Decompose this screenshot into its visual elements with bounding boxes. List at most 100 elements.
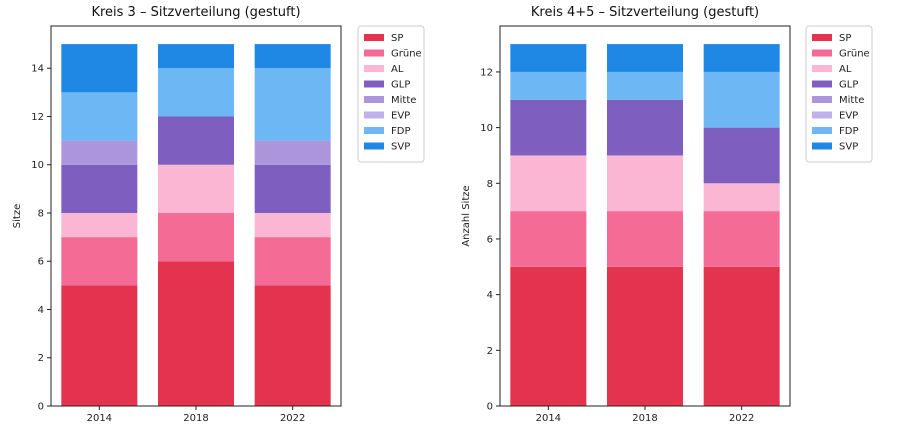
legend-swatch-mitte xyxy=(364,96,384,103)
y-tick-label: 0 xyxy=(487,402,493,413)
bar-segment-sp-2018 xyxy=(158,261,234,406)
legend-label-gruene: Grüne xyxy=(391,49,422,60)
bar-segment-svp-2014 xyxy=(61,44,138,93)
y-tick-label: 10 xyxy=(31,160,44,171)
legend: SP Grüne AL GLP Mitte EVP FDP SVP xyxy=(357,25,425,163)
y-tick-label: 14 xyxy=(31,64,44,75)
bar-segment-fdp-2022 xyxy=(254,68,331,141)
legend-swatch-gruene xyxy=(812,49,832,57)
bar-segment-svp-2022 xyxy=(703,44,780,72)
bar-segment-fdp-2014 xyxy=(61,92,138,141)
bar-segment-glp-2022 xyxy=(703,127,780,184)
chart-kreis-3: Kreis 3 – Sitzverteilung (gestuft) Sitze 2… xyxy=(12,5,425,424)
bar-segment-mitte-2014 xyxy=(61,140,138,165)
bar-segment-gruene-2018 xyxy=(158,212,234,262)
x-tick-label: 2022 xyxy=(280,413,305,424)
y-tick-label: 2 xyxy=(38,353,44,364)
legend-swatch-al xyxy=(364,65,384,72)
legend-swatch-fdp xyxy=(364,127,384,134)
bar-segment-svp-2018 xyxy=(158,44,234,69)
y-tick-label: 6 xyxy=(38,257,44,268)
bar-segment-al-2018 xyxy=(607,155,683,212)
legend-label-evp: EVP xyxy=(391,111,410,122)
x-tick-label: 2014 xyxy=(536,413,561,424)
legend-label-glp: GLP xyxy=(391,80,410,91)
bar-segment-glp-2022 xyxy=(254,164,331,213)
y-tick-label: 10 xyxy=(480,123,493,134)
plot-frame xyxy=(499,25,791,407)
legend-label-mitte: Mitte xyxy=(391,95,416,106)
bar-segment-mitte-2022 xyxy=(254,140,331,165)
legend-label-evp: EVP xyxy=(839,111,858,122)
bar-segment-sp-2018 xyxy=(607,266,683,406)
legend-label-svp: SVP xyxy=(391,142,410,153)
bar-segment-svp-2018 xyxy=(607,44,683,72)
legend-label-fdp: FDP xyxy=(391,126,410,137)
bar-segment-fdp-2014 xyxy=(510,71,587,100)
y-tick-label: 6 xyxy=(487,234,493,245)
bar-segment-sp-2022 xyxy=(703,266,780,406)
legend-swatch-sp xyxy=(364,34,384,41)
bar-segment-sp-2014 xyxy=(61,285,138,406)
y-tick-label: 8 xyxy=(38,208,44,219)
bar-segment-fdp-2022 xyxy=(703,71,780,128)
x-tick-label: 2018 xyxy=(632,413,657,424)
legend-label-svp: SVP xyxy=(839,142,858,153)
bar-segment-gruene-2018 xyxy=(607,211,683,267)
bar-segment-gruene-2014 xyxy=(510,211,587,267)
x-tick-label: 2018 xyxy=(183,413,208,424)
bar-segment-svp-2014 xyxy=(510,44,587,72)
x-tick-label: 2014 xyxy=(87,413,112,424)
bar-segment-gruene-2014 xyxy=(61,237,138,286)
legend-label-al: AL xyxy=(839,64,852,75)
legend-swatch-fdp xyxy=(812,127,832,134)
legend-label-sp: SP xyxy=(839,33,851,44)
y-tick-label: 0 xyxy=(38,402,44,413)
bar-segment-sp-2022 xyxy=(254,285,331,406)
y-tick-label: 4 xyxy=(487,290,493,301)
x-tick-label: 2022 xyxy=(729,413,754,424)
y-tick-label: 12 xyxy=(31,112,44,123)
legend-label-mitte: Mitte xyxy=(839,95,864,106)
y-tick-label: 12 xyxy=(480,67,493,78)
legend-swatch-sp xyxy=(812,34,832,41)
bar-segment-gruene-2022 xyxy=(254,237,331,286)
legend-swatch-glp xyxy=(364,80,384,88)
y-tick-label: 4 xyxy=(38,305,44,316)
bar-segment-sp-2014 xyxy=(510,266,587,406)
bar-segment-al-2022 xyxy=(254,212,331,238)
bar-segment-al-2014 xyxy=(61,212,138,238)
chart-title: Kreis 3 – Sitzverteilung (gestuft) xyxy=(91,5,300,20)
legend-label-glp: GLP xyxy=(839,80,858,91)
y-axis-label: Anzahl Sitze xyxy=(461,185,472,246)
bar-segment-glp-2018 xyxy=(607,99,683,156)
chart-title: Kreis 4+5 – Sitzverteilung (gestuft) xyxy=(531,5,759,20)
y-tick-label: 8 xyxy=(487,179,493,190)
y-axis-label: Sitze xyxy=(12,204,23,228)
legend-swatch-svp xyxy=(812,142,832,150)
bar-segment-glp-2018 xyxy=(158,116,234,165)
legend-label-sp: SP xyxy=(391,33,403,44)
legend-swatch-svp xyxy=(364,142,384,150)
legend-swatch-gruene xyxy=(364,49,384,57)
bar-segment-glp-2014 xyxy=(61,164,138,213)
chart-kreis-4-5: Kreis 4+5 – Sitzverteilung (gestuft) Anza… xyxy=(461,5,873,424)
legend: SP Grüne AL GLP Mitte EVP FDP SVP xyxy=(805,25,873,163)
legend-label-fdp: FDP xyxy=(839,126,858,137)
y-tick-label: 2 xyxy=(487,346,493,357)
bar-segment-al-2022 xyxy=(703,183,780,212)
bar-segment-fdp-2018 xyxy=(158,68,234,117)
bar-segment-fdp-2018 xyxy=(607,71,683,100)
legend-label-al: AL xyxy=(391,64,404,75)
plot-frame xyxy=(50,25,342,407)
legend-swatch-evp xyxy=(364,111,384,119)
bar-segment-glp-2014 xyxy=(510,99,587,156)
bar-segment-al-2018 xyxy=(158,164,234,213)
legend-swatch-evp xyxy=(812,111,832,119)
bar-segment-svp-2022 xyxy=(254,44,331,69)
legend-swatch-mitte xyxy=(812,96,832,103)
legend-label-gruene: Grüne xyxy=(839,49,870,60)
legend-swatch-al xyxy=(812,65,832,72)
bar-segment-al-2014 xyxy=(510,155,587,212)
